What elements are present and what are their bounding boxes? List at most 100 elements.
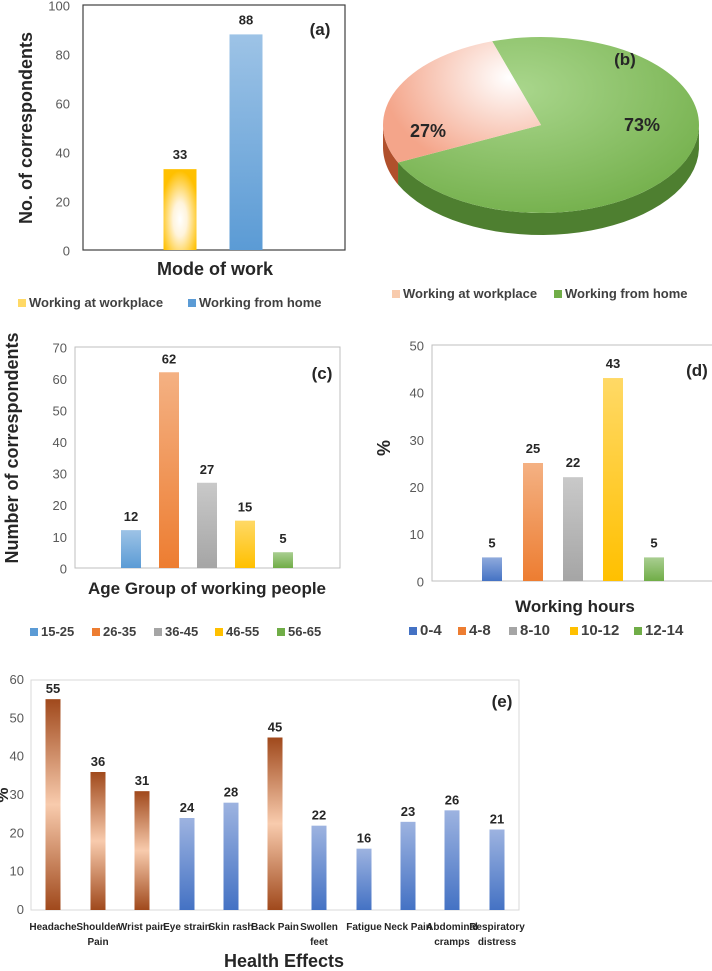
data-label-c: 15	[238, 500, 252, 515]
x-tick-e: Swollen	[300, 922, 338, 933]
x-tick-e: Respiratory	[469, 922, 525, 933]
legend-swatch-c	[277, 628, 285, 636]
y-tick-a: 20	[56, 194, 70, 209]
y-tick-e: 20	[10, 825, 24, 840]
bar-e	[45, 699, 61, 910]
x-tick-e: cramps	[434, 937, 470, 948]
y-tick-a: 60	[56, 96, 70, 111]
panel-label-c: (c)	[312, 364, 333, 383]
bar-e	[356, 848, 372, 910]
bar-d	[563, 477, 583, 581]
x-tick-e: Abdominal	[426, 922, 478, 933]
x-tick-e: Shoulder	[76, 922, 119, 933]
bar-c	[197, 482, 217, 568]
bar-e	[90, 772, 106, 910]
data-label-e: 21	[490, 812, 504, 827]
y-axis-label-d: %	[374, 440, 394, 456]
y-tick-e: 60	[10, 672, 24, 687]
bar-a	[163, 169, 197, 250]
pie-label-0: 27%	[410, 121, 446, 141]
bar-e	[179, 818, 195, 910]
y-tick-d: 10	[410, 527, 424, 542]
data-label-e: 36	[91, 754, 105, 769]
data-label-d: 5	[650, 535, 657, 550]
y-tick-a: 0	[63, 243, 70, 258]
pie-side-1	[398, 127, 699, 235]
y-tick-d: 40	[410, 386, 424, 401]
data-label-e: 55	[46, 681, 60, 696]
legend-swatch-a	[18, 299, 26, 307]
legend-label-c: 56-65	[288, 624, 321, 639]
data-label-e: 23	[401, 804, 415, 819]
legend-label-b: Working from home	[565, 286, 688, 301]
data-label-e: 16	[357, 831, 371, 846]
legend-label-d: 8-10	[520, 622, 550, 639]
bar-d	[523, 463, 543, 581]
data-label-a: 88	[239, 12, 253, 27]
panel-label-e: (e)	[492, 692, 513, 711]
y-tick-c: 10	[53, 530, 67, 545]
legend-swatch-c	[30, 628, 38, 636]
bar-e	[134, 791, 150, 910]
y-tick-c: 30	[53, 467, 67, 482]
plot-area-a	[82, 4, 346, 251]
y-tick-e: 30	[10, 787, 24, 802]
y-tick-a: 100	[48, 0, 70, 13]
x-tick-e: Eye strain	[163, 922, 211, 933]
pie-slice-1	[398, 37, 699, 213]
y-tick-a: 80	[56, 47, 70, 62]
x-tick-e: Back Pain	[251, 922, 299, 933]
y-axis-label-e: %	[0, 787, 12, 802]
bar-e	[267, 737, 283, 910]
panel-label-a: (a)	[310, 20, 331, 39]
bar-e	[444, 810, 460, 910]
y-tick-c: 70	[53, 340, 67, 355]
legend-label-d: 4-8	[469, 622, 491, 639]
y-tick-d: 20	[410, 480, 424, 495]
data-label-e: 24	[180, 800, 195, 815]
data-label-c: 27	[200, 462, 214, 477]
data-label-d: 43	[606, 356, 620, 371]
data-label-c: 5	[279, 531, 286, 546]
bar-d	[644, 557, 664, 581]
data-label-c: 12	[124, 509, 138, 524]
y-axis-label-a: No. of correspondents	[16, 32, 36, 224]
y-axis-label-c: Number of correspondents	[2, 332, 22, 563]
y-tick-c: 20	[53, 498, 67, 513]
legend-label-c: 15-25	[41, 624, 74, 639]
y-tick-d: 30	[410, 433, 424, 448]
y-tick-e: 10	[10, 864, 24, 879]
x-axis-label-c: Age Group of working people	[88, 579, 326, 598]
legend-label-a: Working from home	[199, 295, 322, 310]
legend-label-c: 46-55	[226, 624, 259, 639]
data-label-d: 5	[488, 535, 495, 550]
y-tick-e: 40	[10, 749, 24, 764]
legend-swatch-d	[409, 627, 417, 635]
x-tick-e: Neck Pain	[384, 922, 432, 933]
y-tick-e: 50	[10, 710, 24, 725]
data-label-e: 31	[135, 773, 149, 788]
y-tick-a: 40	[56, 145, 70, 160]
pie-slice-0	[382, 41, 541, 163]
y-tick-c: 40	[53, 435, 67, 450]
bar-d	[603, 378, 623, 581]
bar-c	[159, 372, 179, 568]
legend-swatch-d	[509, 627, 517, 635]
bar-e	[223, 802, 239, 910]
bar-d	[482, 557, 502, 581]
legend-swatch-d	[634, 627, 642, 635]
legend-swatch-a	[188, 299, 196, 307]
x-axis-label-a: Mode of work	[157, 259, 274, 279]
legend-swatch-d	[570, 627, 578, 635]
x-tick-e: distress	[478, 937, 517, 948]
legend-label-d: 10-12	[581, 622, 619, 639]
bar-e	[489, 829, 505, 910]
x-tick-e: Headache	[29, 922, 77, 933]
legend-label-c: 36-45	[165, 624, 198, 639]
x-tick-e: Fatigue	[346, 922, 382, 933]
pie-side-0	[383, 126, 399, 185]
data-label-d: 25	[526, 441, 540, 456]
data-label-e: 22	[312, 808, 326, 823]
data-label-e: 26	[445, 792, 459, 807]
bar-e	[400, 821, 416, 910]
